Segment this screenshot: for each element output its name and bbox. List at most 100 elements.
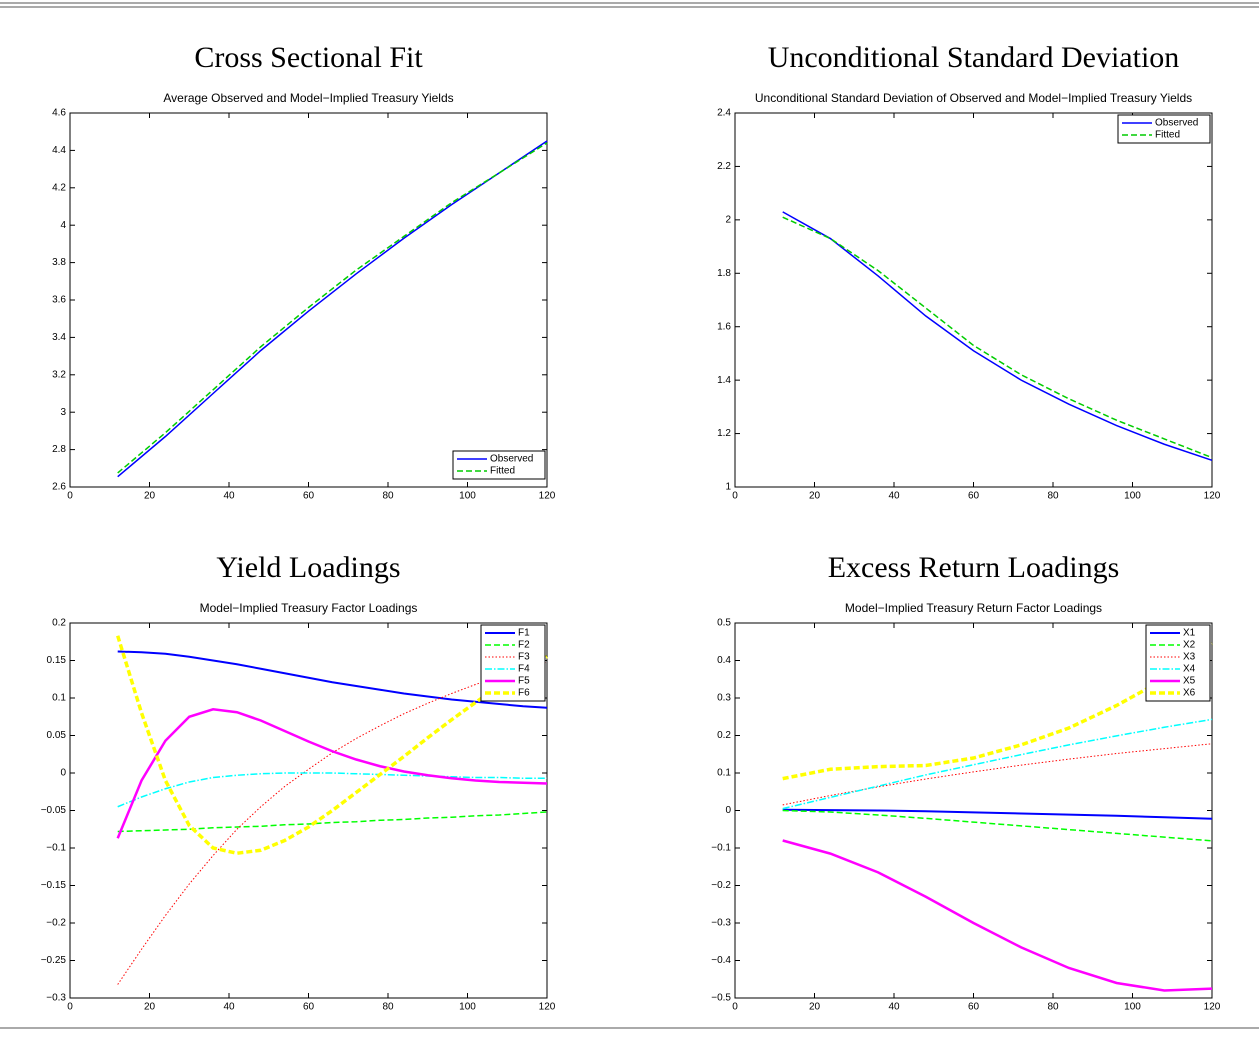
y-tick-label: 0.1	[717, 768, 731, 779]
x-tick-label: 60	[303, 491, 315, 502]
x-tick-label: 120	[1204, 491, 1221, 502]
y-tick-label: −0.3	[711, 918, 731, 929]
x-tick-label: 0	[732, 491, 738, 502]
x-tick-label: 60	[303, 1002, 315, 1013]
axes-title: Average Observed and Model−Implied Treas…	[163, 91, 453, 105]
y-tick-label: 0	[725, 805, 731, 816]
y-tick-label: 4.2	[52, 182, 66, 193]
legend-label: Observed	[490, 454, 533, 465]
x-tick-label: 100	[1124, 1002, 1141, 1013]
y-tick-label: 0.4	[717, 655, 731, 666]
y-tick-label: 4	[60, 220, 66, 231]
y-tick-label: 1	[725, 482, 731, 493]
axes-box	[69, 622, 548, 999]
legend-label: F5	[518, 676, 530, 687]
x-tick-label: 80	[1047, 491, 1059, 502]
legend-box	[480, 624, 546, 702]
series-line	[117, 650, 548, 709]
series-line	[782, 718, 1213, 810]
y-tick-label: 0.15	[47, 655, 67, 666]
y-tick-label: 3.2	[52, 369, 66, 380]
y-tick-label: 3	[60, 407, 66, 418]
x-tick-label: 20	[809, 491, 821, 502]
x-tick-label: 40	[223, 491, 235, 502]
y-tick-label: 2.2	[717, 161, 731, 172]
x-tick-label: 0	[67, 1002, 73, 1013]
y-tick-label: 1.2	[717, 428, 731, 439]
legend-label: F2	[518, 640, 530, 651]
x-tick-label: 20	[144, 1002, 156, 1013]
legend-label: Fitted	[490, 466, 515, 477]
y-tick-label: −0.5	[711, 993, 731, 1004]
series-line	[117, 142, 548, 474]
legend-label: Fitted	[1155, 130, 1180, 141]
y-tick-label: 2.4	[717, 108, 731, 119]
y-tick-label: −0.4	[711, 955, 731, 966]
y-tick-label: 2.8	[52, 444, 66, 455]
y-tick-label: 0	[60, 768, 66, 779]
y-tick-label: 4.4	[52, 145, 66, 156]
y-tick-label: 0.5	[717, 618, 731, 629]
y-tick-label: 0.05	[47, 730, 67, 741]
y-tick-label: 1.8	[717, 268, 731, 279]
series-line	[116, 635, 548, 856]
axes-title: Model−Implied Treasury Return Factor Loa…	[845, 601, 1102, 615]
x-tick-label: 80	[382, 1002, 394, 1013]
series-line	[782, 211, 1213, 461]
x-tick-label: 120	[539, 1002, 556, 1013]
panel-title: Cross Sectional Fit	[194, 41, 423, 74]
y-tick-label: 0.1	[52, 693, 66, 704]
x-tick-label: 80	[382, 491, 394, 502]
panel-title: Unconditional Standard Deviation	[768, 41, 1180, 74]
x-tick-label: 20	[144, 491, 156, 502]
y-tick-label: 3.8	[52, 257, 66, 268]
y-tick-label: −0.1	[711, 843, 731, 854]
legend-label: X5	[1183, 676, 1196, 687]
series-line	[117, 140, 548, 478]
series-line	[782, 743, 1213, 806]
panel-title: Excess Return Loadings	[828, 551, 1120, 584]
y-tick-label: 0.2	[52, 618, 66, 629]
legend-label: X3	[1183, 652, 1196, 663]
series-line	[117, 661, 548, 985]
y-tick-label: −0.3	[46, 993, 66, 1004]
y-tick-label: −0.2	[46, 918, 66, 929]
y-tick-label: 0.2	[717, 730, 731, 741]
y-tick-label: 1.6	[717, 321, 731, 332]
legend-label: X2	[1183, 640, 1196, 651]
x-tick-label: 80	[1047, 1002, 1059, 1013]
series-line	[782, 808, 1213, 820]
series-line	[782, 642, 1214, 781]
x-tick-label: 40	[223, 1002, 235, 1013]
axes-title: Unconditional Standard Deviation of Obse…	[755, 91, 1192, 105]
y-tick-label: 1.4	[717, 375, 731, 386]
axes-box	[734, 112, 1213, 488]
x-tick-label: 120	[1204, 1002, 1221, 1013]
legend-box	[1117, 114, 1211, 144]
y-tick-label: 3.6	[52, 295, 66, 306]
series-line	[116, 707, 548, 839]
legend-box	[1145, 624, 1211, 702]
y-tick-label: −0.15	[41, 880, 67, 891]
panel-title: Yield Loadings	[216, 551, 400, 584]
x-tick-label: 100	[1124, 491, 1141, 502]
x-tick-label: 20	[809, 1002, 821, 1013]
legend-label: F4	[518, 664, 530, 675]
legend-label: X4	[1183, 664, 1196, 675]
y-tick-label: 3.4	[52, 332, 66, 343]
y-tick-label: −0.05	[41, 805, 67, 816]
axes-title: Model−Implied Treasury Factor Loadings	[200, 601, 418, 615]
legend-label: Observed	[1155, 118, 1198, 129]
series-line	[782, 839, 1213, 992]
y-tick-label: 0.3	[717, 693, 731, 704]
x-tick-label: 120	[539, 491, 556, 502]
x-tick-label: 100	[459, 491, 476, 502]
y-tick-label: 2	[725, 214, 731, 225]
legend-box	[452, 450, 546, 480]
x-tick-label: 0	[67, 491, 73, 502]
series-line	[117, 772, 547, 808]
legend-label: X1	[1183, 628, 1196, 639]
y-tick-label: 4.6	[52, 108, 66, 119]
x-tick-label: 100	[459, 1002, 476, 1013]
